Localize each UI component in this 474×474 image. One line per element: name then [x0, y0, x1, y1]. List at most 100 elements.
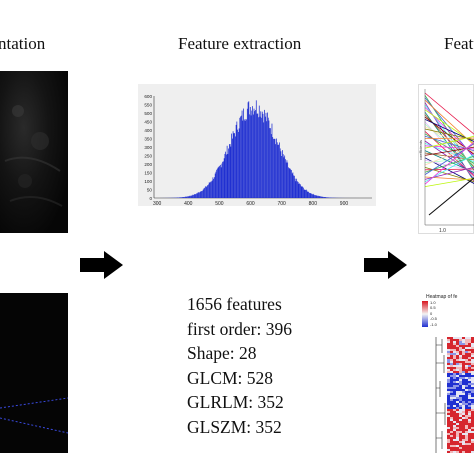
heatmap-cell	[450, 341, 453, 343]
heatmap-cell	[456, 421, 459, 423]
histogram-bar	[192, 194, 194, 198]
histogram-bar	[314, 195, 316, 198]
histogram-bar	[228, 148, 229, 198]
heatmap-cell	[465, 361, 468, 363]
heatmap-cell	[471, 423, 474, 425]
heatmap-cell	[456, 425, 459, 427]
histogram-bar	[196, 193, 197, 198]
y-tick-label: 150	[144, 171, 152, 176]
coefficient-path	[424, 92, 474, 135]
heatmap-cell	[462, 361, 465, 363]
heatmap-cell	[468, 403, 471, 405]
histogram-bar	[298, 183, 300, 198]
heatmap-cell	[453, 435, 456, 437]
histogram-bar	[251, 110, 253, 198]
histogram-bar	[284, 155, 286, 198]
heatmap-cell	[456, 399, 459, 401]
heatmap-cell	[456, 397, 459, 399]
heatmap-cell	[459, 431, 462, 433]
histogram-bar	[233, 133, 235, 198]
heatmap-cell	[465, 383, 468, 385]
heatmap-cell	[453, 373, 456, 375]
heatmap-cell	[471, 387, 474, 389]
heatmap-cell	[471, 441, 474, 443]
histogram-bar	[193, 194, 195, 198]
heatmap-cell	[459, 365, 462, 367]
histogram-bar	[193, 194, 194, 198]
y-tick-label: 50	[147, 188, 153, 193]
histogram-bar	[187, 196, 188, 198]
heatmap-cell	[447, 407, 450, 409]
heatmap-cell	[453, 363, 456, 365]
histogram-bar	[211, 181, 212, 198]
heatmap-cell	[462, 385, 465, 387]
histogram-bar	[261, 117, 262, 198]
histogram-bar	[216, 169, 218, 198]
heatmap-cell	[459, 409, 462, 411]
heatmap-cell	[450, 361, 453, 363]
heatmap-cell	[447, 367, 450, 369]
histogram-bar	[246, 108, 248, 198]
heatmap-cell	[459, 355, 462, 357]
heatmap-cell	[468, 351, 471, 353]
histogram-bar	[311, 194, 313, 198]
heatmap-cell	[471, 339, 474, 341]
heatmap-cell	[453, 383, 456, 385]
heatmap-cell	[447, 369, 450, 371]
heatmap-cell	[450, 383, 453, 385]
histogram-bar	[212, 177, 214, 198]
heatmap-cell	[450, 347, 453, 349]
histogram-chart: 0 50 100 150 200 250 300 350 400 450 500 550 600 300 4…	[144, 94, 372, 207]
heatmap-cell	[459, 357, 462, 359]
heatmap-cell	[456, 429, 459, 431]
heatmap-cell	[471, 371, 474, 373]
heatmap-cell	[471, 341, 474, 343]
heatmap-cell	[468, 411, 471, 413]
histogram-bar	[271, 123, 273, 198]
heatmap-cell	[456, 409, 459, 411]
histogram-bar	[267, 117, 269, 198]
histogram-bar	[245, 119, 247, 198]
histogram-bar	[305, 189, 307, 198]
heatmap-cell	[468, 393, 471, 395]
heatmap-cell	[453, 399, 456, 401]
heatmap-cell	[450, 363, 453, 365]
heatmap-cell	[459, 373, 462, 375]
dendrogram	[435, 337, 446, 453]
histogram-bar	[240, 115, 242, 198]
heatmap-cell	[450, 447, 453, 449]
feature-glcm: GLCM: 528	[187, 367, 274, 388]
histogram-bar	[297, 181, 299, 198]
histogram-bar	[272, 137, 274, 198]
histogram-bar	[302, 186, 303, 198]
histogram-bar	[229, 144, 231, 198]
heatmap-cell	[447, 439, 450, 441]
histogram-bar	[283, 157, 285, 198]
heatmap-cell	[468, 381, 471, 383]
heatmap-cell	[465, 363, 468, 365]
heatmap-cell	[468, 415, 471, 417]
heatmap-cell	[471, 451, 474, 453]
heatmap-cell	[459, 339, 462, 341]
histogram-bar	[320, 196, 321, 198]
heatmap-cell	[456, 351, 459, 353]
heatmap-cell	[450, 449, 453, 451]
heatmap-cell	[465, 405, 468, 407]
histogram-bar	[313, 194, 315, 198]
coef-ylabel: coefficients	[419, 140, 423, 160]
heatmap-legend-labels: 1.0 0.5 0 -0.5 -1.0	[430, 300, 437, 327]
histogram-bar	[270, 128, 271, 198]
heatmap-cell	[468, 387, 471, 389]
heatmap-cell	[459, 419, 462, 421]
heatmap-cell	[468, 341, 471, 343]
histogram-bar	[255, 109, 256, 198]
heatmap-cell	[465, 437, 468, 439]
heatmap-cell	[462, 437, 465, 439]
heatmap-cell	[471, 389, 474, 391]
heatmap-cell	[447, 423, 450, 425]
histogram-bar	[218, 166, 220, 198]
histogram-bar	[208, 184, 209, 198]
heatmap-cell	[453, 349, 456, 351]
heatmap-cell	[459, 447, 462, 449]
histogram-bar	[223, 161, 224, 198]
